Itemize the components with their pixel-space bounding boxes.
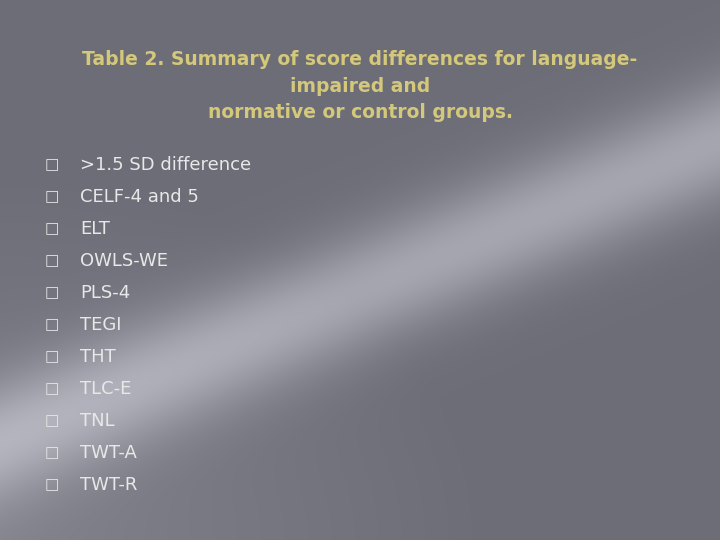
Text: Table 2. Summary of score differences for language-
impaired and
normative or co: Table 2. Summary of score differences fo… — [82, 50, 638, 122]
Text: TWT-A: TWT-A — [80, 444, 137, 462]
Text: □: □ — [45, 286, 59, 300]
Text: TNL: TNL — [80, 412, 114, 430]
Text: TWT-R: TWT-R — [80, 476, 138, 494]
Text: □: □ — [45, 414, 59, 429]
Text: □: □ — [45, 477, 59, 492]
Text: □: □ — [45, 190, 59, 205]
Text: □: □ — [45, 158, 59, 172]
Text: CELF-4 and 5: CELF-4 and 5 — [80, 188, 199, 206]
Text: OWLS-WE: OWLS-WE — [80, 252, 168, 270]
Text: >1.5 SD difference: >1.5 SD difference — [80, 156, 251, 174]
Text: TLC-E: TLC-E — [80, 380, 131, 398]
Text: □: □ — [45, 253, 59, 268]
Text: THT: THT — [80, 348, 116, 366]
Text: ELT: ELT — [80, 220, 110, 238]
Text: TEGI: TEGI — [80, 316, 122, 334]
Text: □: □ — [45, 446, 59, 461]
Text: PLS-4: PLS-4 — [80, 284, 130, 302]
Text: □: □ — [45, 221, 59, 237]
Text: □: □ — [45, 381, 59, 396]
Text: □: □ — [45, 318, 59, 333]
Text: □: □ — [45, 349, 59, 364]
